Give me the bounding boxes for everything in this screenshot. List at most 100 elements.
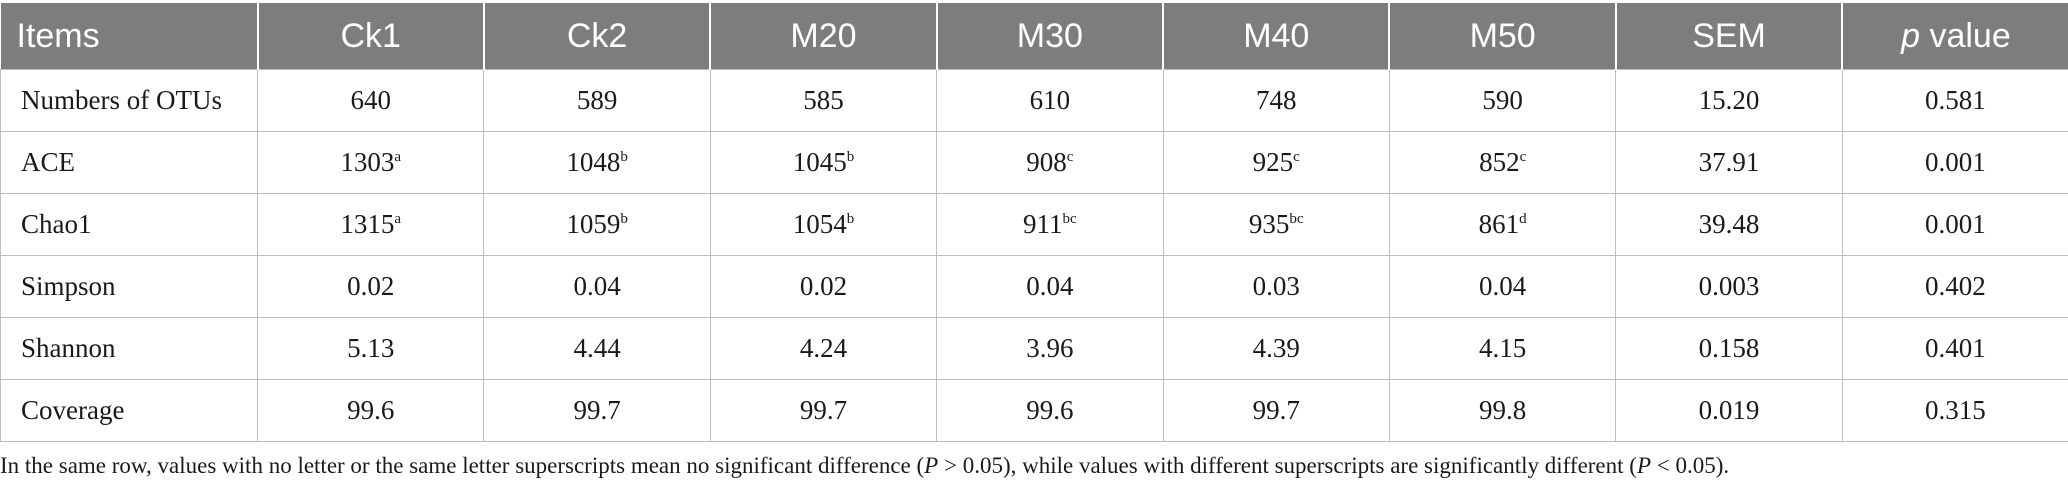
table-row: Shannon 5.13 4.44 4.24 3.96 4.39 4.15 0.158 0.40… [0, 317, 2068, 380]
cell-value: 585 [803, 85, 844, 115]
cell-value: 99.7 [799, 395, 848, 425]
cell-value: 1059 [566, 209, 621, 239]
table-cell: 925c [1162, 131, 1390, 194]
table-cell: 0.001 [1841, 193, 2068, 256]
significance-superscript: a [394, 211, 402, 227]
table-body: Numbers of OTUs 640 589 585 610 748 590 15.20 0.… [0, 69, 2068, 442]
table-row: Numbers of OTUs 640 589 585 610 748 590 15.20 0.… [0, 69, 2068, 132]
cell-value: 99.7 [1252, 395, 1300, 425]
cell-value: 0.581 [1925, 85, 1986, 115]
row-label: Chao1 [0, 193, 258, 256]
cell-value: 99.6 [1026, 395, 1074, 425]
table-cell: 0.402 [1841, 255, 2068, 318]
table-cell: 0.315 [1841, 379, 2068, 442]
table-cell: 0.04 [483, 255, 711, 318]
significance-superscript: c [1519, 149, 1527, 165]
cell-value: 748 [1256, 85, 1297, 115]
cell-value: 935 [1248, 209, 1290, 239]
cell-value: 4.15 [1479, 333, 1527, 363]
row-label: Numbers of OTUs [0, 69, 258, 132]
footnote-p-symbol-1: P [924, 453, 939, 478]
row-label: Simpson [0, 255, 258, 318]
footnote-text-3: < 0.05). [1651, 453, 1730, 478]
cell-value: 0.003 [1698, 271, 1760, 301]
table-cell: 852c [1388, 131, 1617, 194]
cell-value: 640 [350, 85, 391, 115]
cell-value: 37.91 [1698, 147, 1760, 177]
table-cell: 1315a [256, 193, 485, 256]
table-cell: 99.7 [483, 379, 711, 442]
cell-value: 0.02 [799, 271, 848, 301]
cell-value: 0.315 [1925, 395, 1986, 425]
table-cell: 1303a [256, 131, 485, 194]
table-cell: 935bc [1162, 193, 1390, 256]
table-cell: 0.003 [1615, 255, 1843, 318]
table-cell: 1054b [709, 193, 938, 256]
cell-value: 4.24 [799, 333, 848, 363]
cell-value: 925 [1252, 147, 1294, 177]
table-cell: 0.04 [936, 255, 1164, 318]
table-cell: 0.001 [1841, 131, 2068, 194]
table-row: Simpson 0.02 0.04 0.02 0.04 0.03 0.04 0.003 0.40… [0, 255, 2068, 318]
cell-value: 0.04 [1479, 271, 1527, 301]
table-cell: 0.02 [256, 255, 485, 318]
table-cell: 4.15 [1388, 317, 1617, 380]
table-cell: 908c [936, 131, 1164, 194]
significance-superscript: c [1066, 149, 1074, 165]
table-cell: 748 [1162, 69, 1390, 132]
cell-value: 4.39 [1252, 333, 1300, 363]
table-cell: 911bc [936, 193, 1164, 256]
cell-value: 0.001 [1925, 147, 1986, 177]
cell-value: 0.158 [1698, 333, 1760, 363]
significance-superscript: d [1519, 211, 1527, 227]
table-cell: 37.91 [1615, 131, 1843, 194]
cell-value: 99.7 [573, 395, 621, 425]
table-cell: 39.48 [1615, 193, 1843, 256]
cell-value: 1303 [340, 147, 395, 177]
cell-value: 0.019 [1698, 395, 1760, 425]
table-cell: 99.6 [256, 379, 485, 442]
table-cell: 4.44 [483, 317, 711, 380]
cell-value: 589 [576, 85, 618, 115]
cell-value: 99.8 [1479, 395, 1527, 425]
cell-value: 0.402 [1925, 271, 1986, 301]
row-label: Shannon [0, 317, 258, 380]
header-p-symbol: p [1901, 16, 1921, 55]
cell-value: 1048 [566, 147, 621, 177]
header-p-value: p value [1841, 3, 2068, 70]
table-cell: 99.7 [709, 379, 938, 442]
significance-superscript: b [846, 149, 855, 165]
cell-value: 908 [1026, 147, 1067, 177]
cell-value: 852 [1479, 147, 1520, 177]
table-footnote: In the same row, values with no letter o… [0, 453, 2068, 479]
header-m30: M30 [935, 3, 1164, 70]
cell-value: 610 [1029, 85, 1071, 115]
cell-value: 1315 [340, 209, 395, 239]
footnote-text-2: > 0.05), while values with different sup… [938, 453, 1637, 478]
header-m50: M50 [1388, 3, 1616, 70]
table-cell: 0.158 [1615, 317, 1843, 380]
header-m40: M40 [1162, 3, 1390, 70]
table-cell: 0.019 [1615, 379, 1843, 442]
table-cell: 585 [709, 69, 938, 132]
table-cell: 99.7 [1162, 379, 1390, 442]
table-cell: 3.96 [936, 317, 1164, 380]
cell-value: 861 [1478, 209, 1520, 239]
cell-value: 0.04 [1026, 271, 1074, 301]
table-cell: 0.03 [1162, 255, 1390, 318]
significance-superscript: a [394, 149, 402, 165]
table-cell: 4.24 [709, 317, 938, 380]
table-cell: 1045b [709, 131, 938, 194]
cell-value: 5.13 [347, 333, 395, 363]
significance-superscript: b [846, 211, 855, 227]
row-label: ACE [0, 131, 258, 194]
alpha-diversity-table: Items Ck1 Ck2 M20 M30 M40 M50 SEM p valu… [0, 3, 2068, 442]
header-row: Items Ck1 Ck2 M20 M30 M40 M50 SEM p valu… [0, 3, 2068, 70]
table-cell: 861d [1388, 193, 1617, 256]
significance-superscript: b [620, 211, 628, 227]
header-items: Items [0, 3, 258, 70]
header-ck2: Ck2 [482, 3, 711, 70]
table-cell: 4.39 [1162, 317, 1390, 380]
cell-value: 3.96 [1026, 333, 1074, 363]
table-cell: 590 [1388, 69, 1617, 132]
